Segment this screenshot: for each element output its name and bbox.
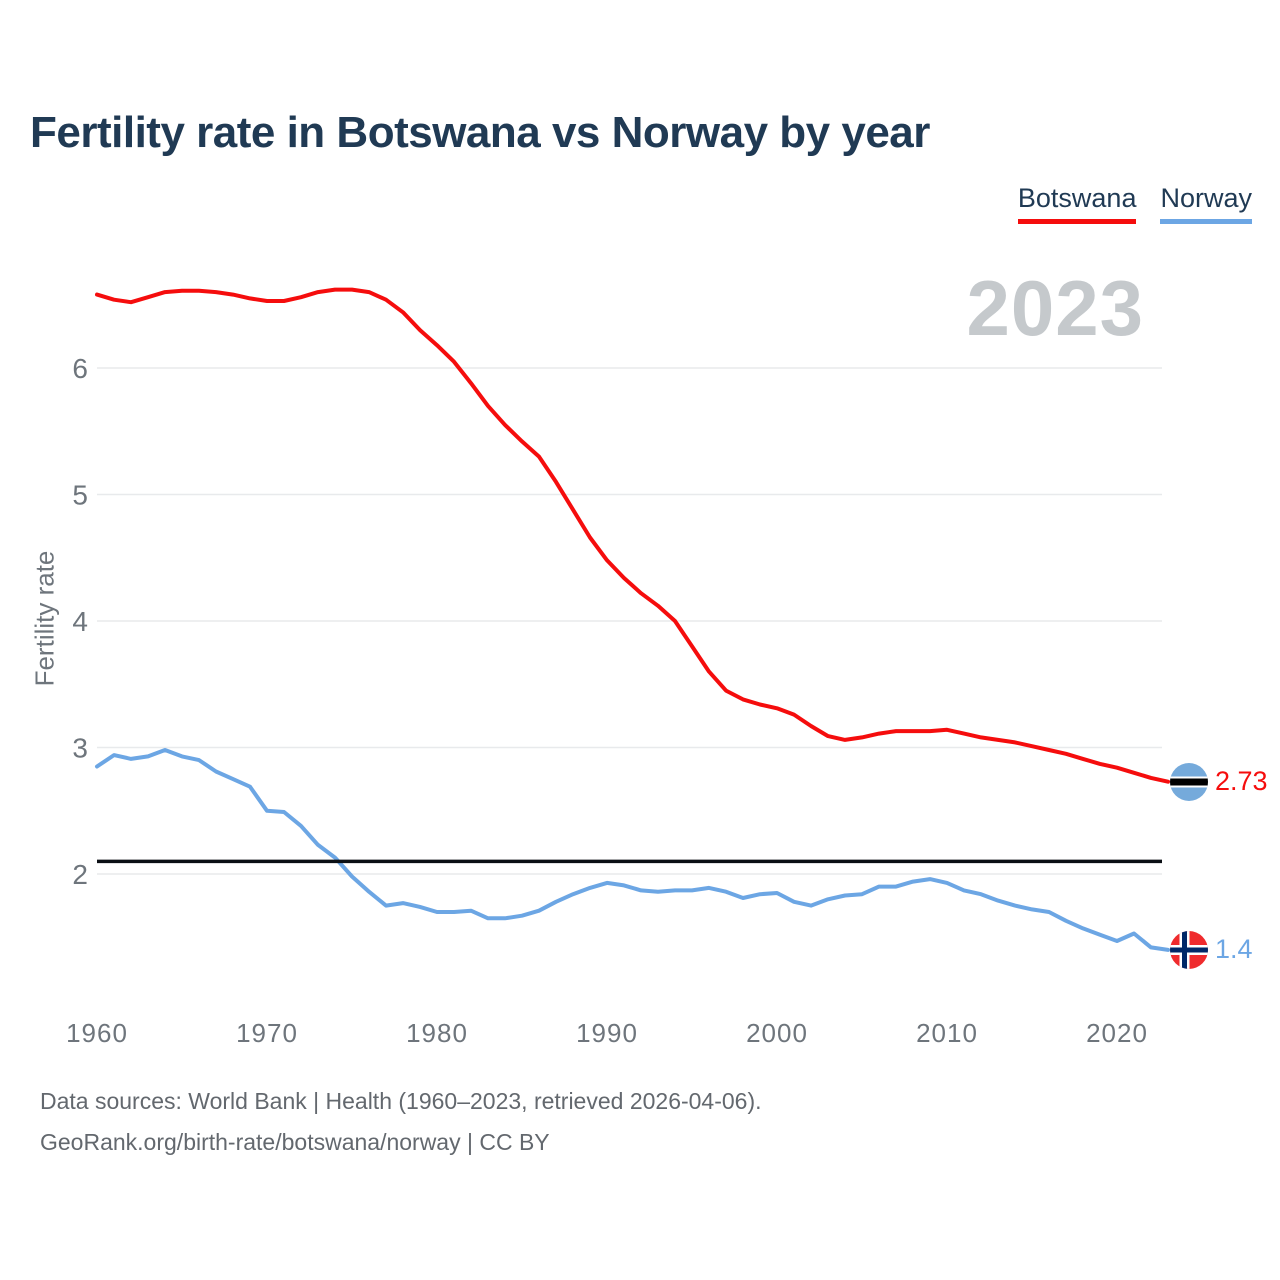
- x-tick-label-2020: 2020: [1086, 1018, 1148, 1048]
- y-tick-label-3: 3: [72, 733, 88, 764]
- legend-item-norway[interactable]: Norway: [1160, 183, 1252, 224]
- footer: Data sources: World Bank | Health (1960–…: [40, 1081, 762, 1163]
- end-label-value-botswana: 2.73: [1215, 766, 1268, 797]
- end-label-norway: 1.4: [1170, 930, 1253, 969]
- page-title: Fertility rate in Botswana vs Norway by …: [30, 108, 930, 157]
- y-tick-label-2: 2: [72, 859, 88, 890]
- end-label-value-norway: 1.4: [1215, 934, 1253, 965]
- x-tick-label-1970: 1970: [236, 1018, 298, 1048]
- y-tick-label-4: 4: [72, 606, 88, 637]
- x-tick-label-1980: 1980: [406, 1018, 468, 1048]
- end-label-botswana: 2.73: [1170, 762, 1268, 801]
- norway-flag-icon: [1170, 930, 1208, 969]
- legend-item-botswana[interactable]: Botswana: [1017, 183, 1137, 224]
- footer-attribution-line: GeoRank.org/birth-rate/botswana/norway |…: [40, 1129, 550, 1155]
- watermark-year: 2023: [966, 264, 1144, 352]
- footer-sources-line: Data sources: World Bank | Health (1960–…: [40, 1088, 762, 1114]
- botswana-line[interactable]: [95, 287, 1170, 784]
- y-tick-label-6: 6: [72, 353, 88, 384]
- x-tick-label-2010: 2010: [916, 1018, 978, 1048]
- x-tick-label-1960: 1960: [66, 1018, 128, 1048]
- botswana-flag-icon: [1170, 762, 1208, 801]
- y-tick-label-5: 5: [72, 480, 88, 511]
- x-tick-label-1990: 1990: [576, 1018, 638, 1048]
- legend: Botswana Norway: [1017, 183, 1252, 224]
- norway-line[interactable]: [95, 748, 1170, 952]
- x-tick-label-2000: 2000: [746, 1018, 808, 1048]
